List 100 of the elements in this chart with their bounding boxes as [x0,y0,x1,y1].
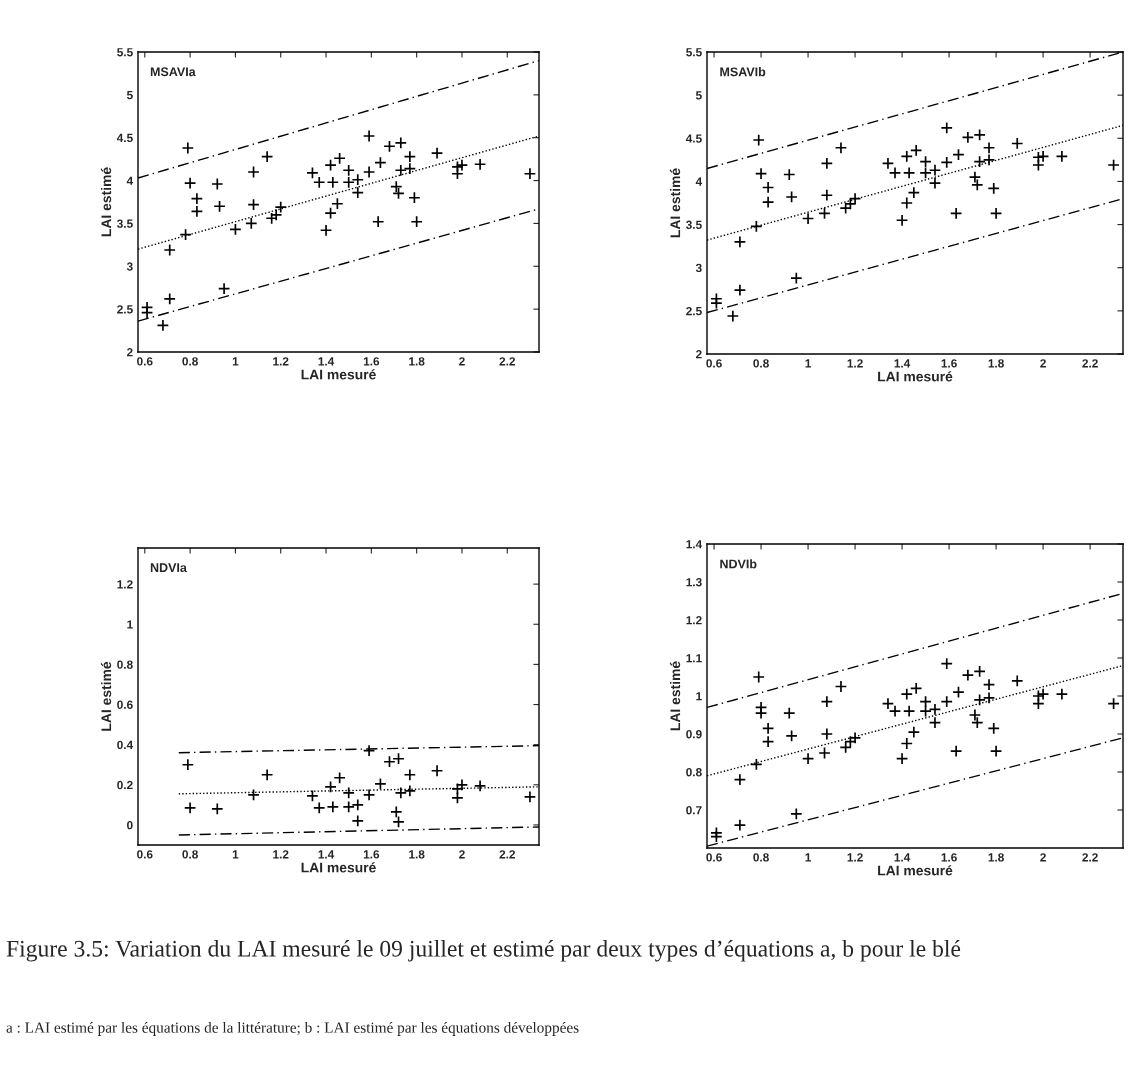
point [820,727,834,741]
point [968,170,982,184]
point [919,155,932,168]
point [900,737,913,750]
point [761,195,775,209]
point [848,731,862,745]
point [362,165,376,179]
point [211,802,224,816]
point [785,729,798,743]
point [820,189,834,202]
point [408,191,421,204]
point [982,153,996,167]
point [733,773,747,786]
point [1107,158,1120,172]
caption: Figure 3.5: Variation du LAI mesuré le 09 juillet et estimé par deux types d’équations a, b pour le blé [6,940,961,962]
point [211,177,224,191]
x-axis-title: LAI mesuré [301,369,376,380]
point [909,682,923,695]
y-tick-label: 5 [695,91,702,100]
point [324,158,337,172]
point [949,744,963,758]
point [710,296,723,310]
y-tick-label: 0 [127,820,133,830]
point [750,220,763,233]
point [247,165,260,179]
point [313,801,326,815]
x-tick-label: 2 [459,850,465,859]
x-tick-label: 1.8 [409,850,425,859]
point [919,704,932,718]
point [900,196,913,210]
y-tick-label: 1.3 [686,578,702,587]
point [163,292,176,306]
point [394,164,408,177]
point [333,771,346,784]
x-tick-label: 2.2 [1082,359,1098,368]
y-tick-label: 3 [126,262,133,271]
point [989,744,1003,758]
point [818,207,831,220]
point [973,665,986,678]
point [229,223,242,236]
x-tick-label: 1.2 [273,850,289,859]
point [410,215,423,228]
point [820,157,834,170]
x-tick-label: 1 [805,359,812,368]
x-tick-label: 1.4 [894,359,911,368]
point [710,830,723,843]
y-tick-label: 1 [127,620,133,629]
point [190,205,204,218]
point [818,746,831,760]
y-tick-label: 2 [695,350,702,359]
x-tick-label: 1 [232,850,239,859]
x-tick-label: 2.2 [499,357,516,366]
point [342,164,355,177]
point [834,680,848,693]
point [987,722,1000,735]
x-tick-label: 1.2 [273,357,289,366]
x-tick-label: 1.6 [363,850,380,859]
y-tick-label: 1 [696,692,702,701]
y-tick-label: 0.7 [686,806,702,815]
y-tick-label: 5.5 [117,48,133,57]
point [326,176,340,189]
point [1055,150,1069,163]
point [752,670,765,684]
point [319,224,333,237]
point [213,200,226,213]
point [940,657,953,670]
y-axis-title: LAI estimé [669,661,681,731]
point [342,176,355,189]
y-tick-label: 4.5 [116,133,133,143]
annotation: MSAVIb [720,67,766,77]
y-tick-label: 2 [126,348,133,357]
point [834,141,848,154]
point [390,180,403,193]
x-tick-label: 0.8 [753,359,769,368]
y-tick-label: 4 [695,177,703,186]
point [260,150,274,163]
point [260,768,274,781]
point [973,155,986,168]
point [982,141,996,154]
point [982,678,996,691]
point [761,181,775,194]
point [313,176,326,189]
point [1032,697,1045,710]
point [902,704,916,718]
y-axis-title: LAI estimé [669,168,681,238]
x-tick-label: 2 [1040,359,1046,368]
point [306,789,319,803]
point [392,187,405,200]
y-tick-label: 3.5 [686,220,702,229]
point [362,129,376,143]
point [455,778,469,792]
point [750,758,763,771]
point [949,207,963,220]
text: a : LAI estimé par les équations de la littérature; b : LAI estimé par les équations développées [6,1022,579,1036]
point [952,685,965,699]
point [881,697,895,710]
y-tick-label: 0.2 [117,780,133,790]
y-tick-label: 3.5 [117,219,133,228]
point [952,148,965,161]
y-tick-label: 2.5 [117,305,133,314]
